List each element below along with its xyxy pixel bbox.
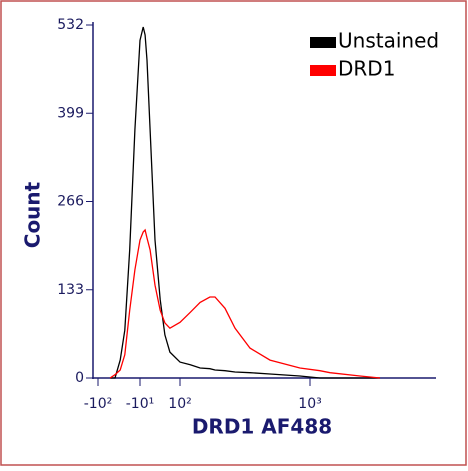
x-tick-label: 10³	[298, 396, 321, 412]
y-axis-title: Count	[21, 181, 45, 248]
legend-swatch	[310, 37, 336, 48]
legend-label: Unstained	[338, 29, 439, 53]
legend-label: DRD1	[338, 57, 395, 81]
x-axis-title: DRD1 AF488	[192, 415, 332, 439]
x-tick-label: -10²	[84, 396, 112, 412]
x-tick-label: -10¹	[126, 396, 154, 412]
y-tick-label: 532	[57, 17, 84, 33]
y-tick-label: 266	[57, 194, 84, 210]
y-tick-label: 133	[57, 282, 84, 298]
legend-swatch	[310, 65, 336, 76]
y-tick-label: 399	[57, 105, 84, 121]
y-tick-label: 0	[75, 370, 84, 386]
x-tick-label: 10²	[168, 396, 191, 412]
series-line	[109, 228, 381, 379]
series-line	[110, 26, 380, 379]
